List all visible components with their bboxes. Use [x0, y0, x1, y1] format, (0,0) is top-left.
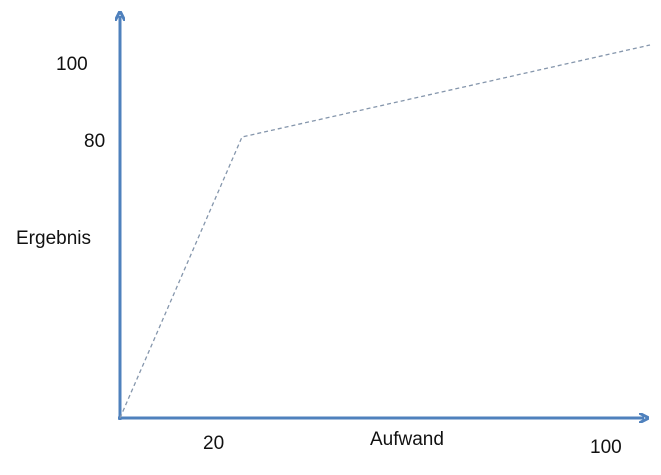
x-tick-20: 20: [203, 433, 225, 454]
x-tick-100: 100: [590, 437, 622, 458]
y-axis-label: Ergebnis: [16, 228, 91, 249]
x-axis-label: Aufwand: [370, 429, 444, 450]
data-line: [119, 44, 651, 419]
y-tick-100: 100: [56, 54, 88, 75]
y-tick-80: 80: [84, 131, 106, 152]
